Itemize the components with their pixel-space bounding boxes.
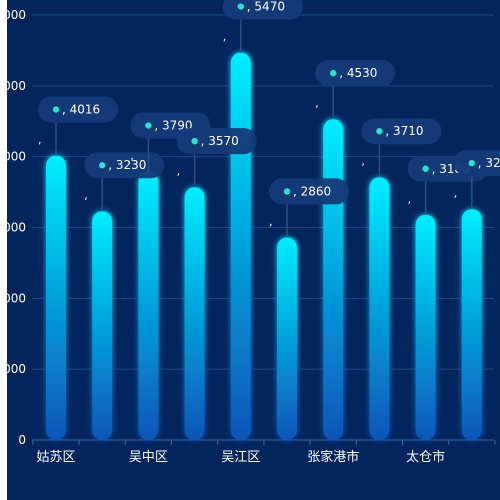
value-label: , 4530 — [339, 66, 377, 80]
bar — [230, 52, 251, 441]
bar — [184, 187, 205, 440]
y-tick-label: 6000 — [0, 8, 26, 22]
value-marker — [468, 159, 475, 167]
bar-side-mark: , — [408, 193, 412, 206]
bar-side-mark: , — [454, 187, 458, 200]
value-marker — [145, 122, 152, 129]
value-label: , 4016 — [62, 103, 100, 117]
bar — [323, 119, 344, 440]
value-pill — [361, 118, 442, 145]
y-tick-label: 1000 — [0, 362, 26, 376]
value-marker — [191, 137, 198, 145]
bar — [46, 155, 66, 441]
bar-side-mark: , — [361, 155, 365, 168]
y-tick-label: 5000 — [0, 79, 26, 93]
bar — [138, 171, 159, 440]
value-marker — [283, 188, 291, 195]
value-labels: ,, 4016,, 3230,, 3790,, 3570,, 5470,, 28… — [38, 0, 500, 238]
x-category-label: 太仓市 — [406, 449, 445, 465]
value-pill — [176, 128, 257, 155]
x-category-label: 姑苏区 — [36, 449, 75, 465]
y-tick-label: 3000 — [0, 221, 26, 235]
bar-side-mark: , — [177, 165, 181, 178]
value-marker — [99, 162, 106, 169]
bar — [461, 209, 482, 440]
value-pill — [84, 152, 165, 179]
y-tick-label: 0 — [18, 433, 26, 447]
axes: 0 1000 2000 3000 4000 5000 6000 姑苏区 吴中区 吴江区 张家港市 太仓… — [0, 8, 496, 465]
value-marker — [330, 69, 337, 77]
value-marker — [376, 128, 383, 135]
value-label: , 3790 — [154, 119, 192, 133]
x-category-label: 吴江区 — [221, 450, 260, 465]
bar — [415, 214, 436, 440]
bar — [92, 211, 113, 440]
value-pill — [315, 60, 396, 87]
bar-side-mark: , — [38, 134, 42, 147]
value-pill — [453, 150, 500, 177]
value-pill — [269, 178, 349, 205]
value-label: , 2860 — [293, 184, 331, 198]
bar-side-mark: , — [84, 189, 88, 202]
bar-side-mark: , — [223, 31, 227, 44]
value-marker — [422, 165, 429, 172]
left-edge-strip — [0, 0, 7, 500]
value-label: , 3230 — [108, 158, 146, 172]
value-label: , 3710 — [385, 124, 423, 138]
y-tick-label: 4000 — [0, 150, 26, 164]
value-label: , 5470 — [247, 0, 285, 14]
value-pill — [38, 96, 118, 123]
value-marker — [52, 106, 60, 113]
value-label: , 3260 — [478, 156, 500, 170]
bar-side-mark: , — [315, 97, 319, 110]
value-label: , 3570 — [201, 134, 239, 148]
x-category-label: 张家港市 — [307, 449, 359, 465]
bar-side-mark: , — [130, 150, 134, 163]
bar-side-mark: , — [269, 215, 273, 228]
value-marker — [237, 3, 244, 10]
bar — [369, 177, 390, 441]
x-category-label: 吴中区 — [129, 450, 168, 465]
y-tick-label: 2000 — [0, 291, 26, 305]
bar — [277, 237, 297, 440]
